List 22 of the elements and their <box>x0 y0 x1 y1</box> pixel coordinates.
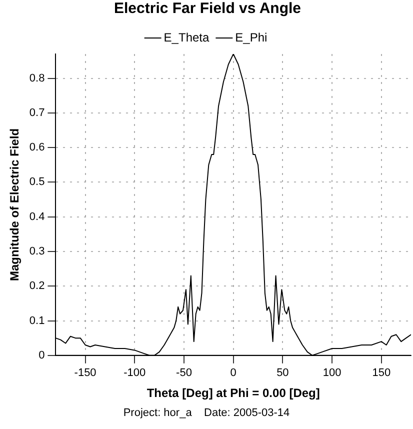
y-tick-label: 0 <box>38 349 45 362</box>
x-tick-label: -100 <box>124 367 146 380</box>
y-tick-label: 0.4 <box>29 210 45 223</box>
y-tick-label: 0.7 <box>29 106 45 119</box>
x-tick-label: 0 <box>230 367 236 380</box>
text: Project: hor_a Date: 2005-03-14 <box>122 407 291 419</box>
y-tick-label: 0.3 <box>29 246 45 258</box>
chart-title: Electric Far Field vs Angle <box>114 0 302 18</box>
x-tick-label: 150 <box>372 367 391 380</box>
x-axis-title: Theta [Deg] at Phi = 0.00 [Deg] <box>146 386 320 400</box>
x-tick-label: -50 <box>176 367 192 380</box>
x-tick-label: 100 <box>322 367 342 380</box>
legend-label: E_Phi <box>235 30 268 44</box>
legend-label: E_Theta <box>164 30 210 44</box>
y-tick-label: 0.1 <box>29 314 45 327</box>
y-axis-title: Magnitude of Electric Field <box>8 128 22 282</box>
x-tick-label: -150 <box>74 367 96 380</box>
x-tick-label: 50 <box>276 367 289 380</box>
y-tick-label: 0.2 <box>29 280 45 292</box>
y-tick-label: 0.6 <box>29 142 45 154</box>
y-tick-label: 0.8 <box>29 72 45 84</box>
y-tick-label: 0.5 <box>29 176 45 188</box>
